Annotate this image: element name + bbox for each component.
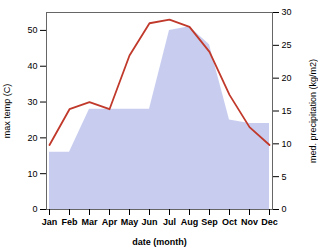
- svg-text:25: 25: [282, 40, 292, 50]
- svg-text:20: 20: [27, 133, 37, 143]
- svg-text:40: 40: [27, 61, 37, 71]
- svg-text:30: 30: [27, 97, 37, 107]
- svg-text:Jun: Jun: [141, 217, 157, 227]
- svg-text:5: 5: [282, 172, 287, 182]
- svg-text:Mar: Mar: [81, 217, 98, 227]
- svg-text:Jan: Jan: [42, 217, 58, 227]
- svg-text:date (month): date (month): [132, 237, 187, 247]
- svg-text:Feb: Feb: [61, 217, 78, 227]
- svg-text:Oct: Oct: [222, 217, 237, 227]
- svg-text:Dec: Dec: [261, 217, 278, 227]
- svg-text:Aug: Aug: [181, 217, 199, 227]
- svg-text:Nov: Nov: [241, 217, 258, 227]
- svg-text:max temp (C): max temp (C): [2, 84, 12, 139]
- svg-text:Apr: Apr: [102, 217, 118, 227]
- svg-text:20: 20: [282, 73, 292, 83]
- svg-text:30: 30: [282, 7, 292, 17]
- svg-text:10: 10: [27, 169, 37, 179]
- svg-text:0: 0: [282, 204, 287, 214]
- svg-text:0: 0: [32, 204, 37, 214]
- svg-text:med. precipitation (kg/m2): med. precipitation (kg/m2): [308, 59, 318, 163]
- svg-text:Sep: Sep: [201, 217, 218, 227]
- svg-text:50: 50: [27, 25, 37, 35]
- svg-text:15: 15: [282, 106, 292, 116]
- svg-text:10: 10: [282, 139, 292, 149]
- svg-text:Jul: Jul: [163, 217, 176, 227]
- svg-text:May: May: [121, 217, 139, 227]
